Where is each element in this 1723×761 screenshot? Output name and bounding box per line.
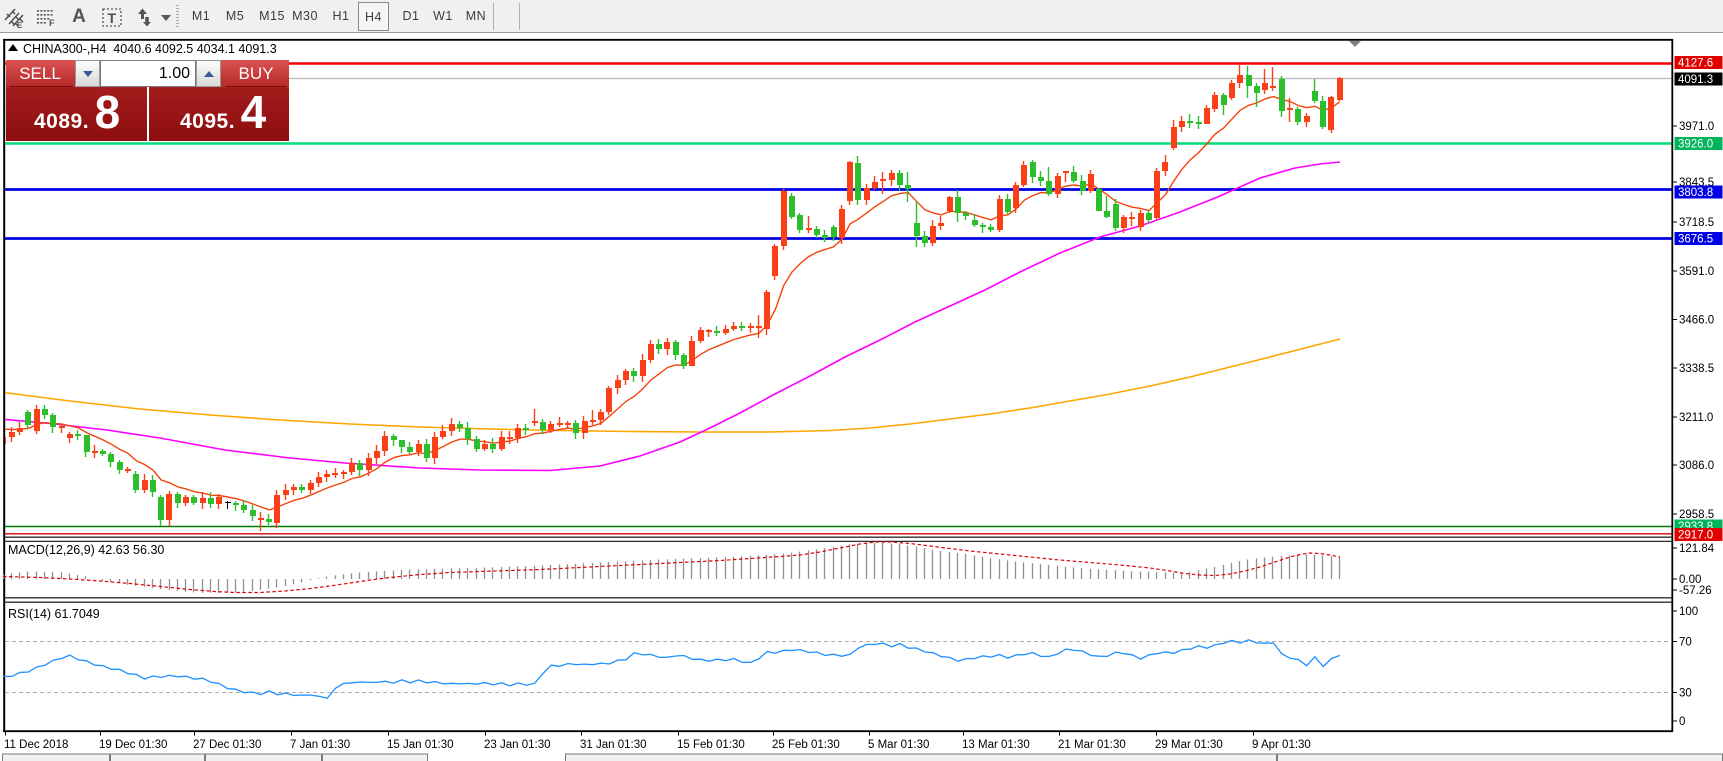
svg-text:19 Dec 01:30: 19 Dec 01:30 [99, 739, 167, 751]
svg-text:F: F [49, 18, 55, 28]
svg-text:27 Dec 01:30: 27 Dec 01:30 [193, 739, 261, 751]
svg-text:5 Mar 01:30: 5 Mar 01:30 [868, 739, 929, 751]
svg-text:30: 30 [1679, 688, 1692, 700]
svg-text:3971.0: 3971.0 [1679, 121, 1714, 133]
svg-text:29 Mar 01:30: 29 Mar 01:30 [1155, 739, 1223, 751]
svg-text:9 Apr 01:30: 9 Apr 01:30 [1252, 739, 1311, 751]
svg-text:100: 100 [1679, 606, 1698, 618]
svg-text:0.00: 0.00 [1679, 574, 1701, 586]
svg-text:25 Feb 01:30: 25 Feb 01:30 [772, 739, 840, 751]
svg-text:15 Jan 01:30: 15 Jan 01:30 [387, 739, 454, 751]
svg-text:23 Jan 01:30: 23 Jan 01:30 [484, 739, 551, 751]
svg-text:3676.5: 3676.5 [1678, 234, 1713, 246]
svg-text:3211.0: 3211.0 [1679, 412, 1713, 424]
svg-text:CHINA300-,H4 4040.6 4092.5 40: CHINA300-,H4 4040.6 4092.5 4034.1 4091.3 [23, 42, 277, 56]
svg-text:21 Mar 01:30: 21 Mar 01:30 [1058, 739, 1126, 751]
svg-text:3926.0: 3926.0 [1678, 139, 1713, 151]
svg-text:15 Feb 01:30: 15 Feb 01:30 [677, 739, 745, 751]
svg-text:3338.5: 3338.5 [1679, 363, 1714, 375]
svg-text:4091.3: 4091.3 [1678, 74, 1713, 86]
svg-text:4127.6: 4127.6 [1678, 58, 1713, 70]
svg-text:70: 70 [1679, 637, 1692, 649]
svg-text:11 Dec 2018: 11 Dec 2018 [4, 739, 68, 751]
svg-text:3591.0: 3591.0 [1679, 266, 1714, 278]
svg-text:7 Jan 01:30: 7 Jan 01:30 [290, 739, 350, 751]
svg-text:121.84: 121.84 [1679, 543, 1715, 555]
svg-text:-57.26: -57.26 [1679, 585, 1712, 597]
svg-text:0: 0 [1679, 716, 1685, 728]
svg-text:2917.0: 2917.0 [1678, 530, 1713, 542]
svg-text:3466.0: 3466.0 [1679, 315, 1714, 327]
svg-text:3086.0: 3086.0 [1679, 460, 1714, 472]
svg-text:T: T [108, 10, 117, 26]
svg-text:31 Jan 01:30: 31 Jan 01:30 [580, 739, 647, 751]
svg-text:3803.8: 3803.8 [1678, 187, 1713, 199]
svg-text:RSI(14) 61.7049: RSI(14) 61.7049 [8, 607, 100, 621]
svg-text:E: E [17, 21, 23, 30]
svg-text:MACD(12,26,9) 42.63 56.30: MACD(12,26,9) 42.63 56.30 [8, 543, 164, 557]
svg-text:13 Mar 01:30: 13 Mar 01:30 [962, 739, 1030, 751]
svg-text:2958.5: 2958.5 [1679, 509, 1714, 521]
svg-text:3718.5: 3718.5 [1679, 217, 1714, 229]
